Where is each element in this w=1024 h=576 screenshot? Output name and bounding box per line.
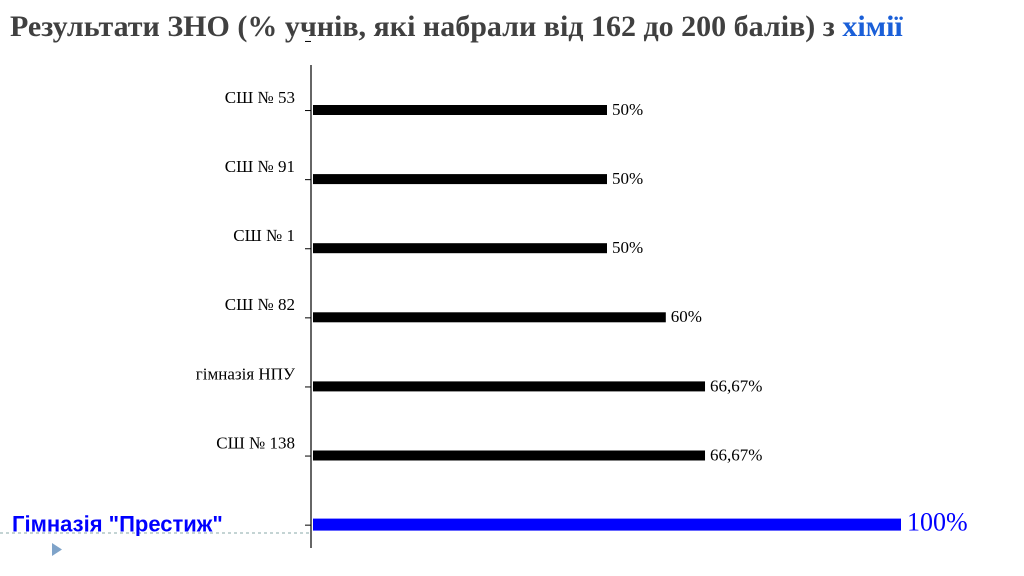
bar [313, 174, 607, 185]
bar [313, 381, 706, 392]
bar [313, 450, 706, 461]
value-label: 66,67% [710, 376, 762, 395]
category-label: СШ № 91 [225, 157, 295, 176]
bar [313, 312, 666, 323]
category-label: гімназія НПУ [196, 364, 296, 383]
value-label: 66,67% [710, 445, 762, 464]
value-label: 50% [612, 238, 643, 257]
value-label: 50% [612, 169, 643, 188]
value-label: 100% [907, 508, 968, 537]
bar [313, 105, 607, 115]
category-label: СШ № 53 [225, 88, 295, 107]
value-label: 50% [612, 100, 643, 119]
bar [313, 243, 607, 254]
value-label: 60% [671, 307, 702, 326]
title-text: Результати ЗНО (% учнів, які набрали від… [10, 10, 835, 43]
chart-title: Результати ЗНО (% учнів, які набрали від… [10, 6, 1020, 48]
category-label: Гімназія "Престиж" [12, 511, 223, 536]
bullet-icon [52, 543, 62, 556]
category-label: СШ № 1 [233, 226, 295, 245]
category-label: СШ № 138 [216, 433, 295, 452]
bar [313, 518, 901, 531]
category-label: СШ № 82 [225, 295, 295, 314]
title-highlight: хімії [842, 10, 903, 43]
